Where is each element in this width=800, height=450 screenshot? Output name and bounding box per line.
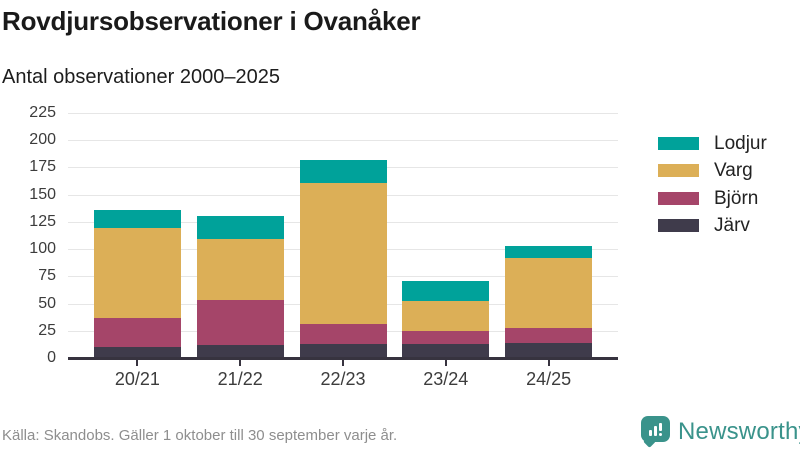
bar-segment-bjrn-0: [93, 317, 181, 348]
y-tick-label: 50: [38, 294, 56, 312]
legend-swatch: [658, 137, 699, 150]
bar-segment-bjrn-3: [402, 330, 490, 344]
x-tick-label: 20/21: [114, 369, 160, 389]
legend-item-jrv: Järv: [658, 216, 750, 235]
newsworthy-wordmark: Newsworthy: [678, 417, 800, 445]
bar-segment-lodjur-4: [505, 245, 593, 258]
gridline: [68, 113, 618, 114]
legend-item-varg: Varg: [658, 161, 753, 180]
bar-segment-lodjur-2: [299, 159, 387, 183]
x-tick-label: 21/22: [217, 369, 263, 389]
y-tick-label: 225: [29, 104, 56, 121]
x-axis-tick: [239, 360, 242, 366]
y-tick-label: 125: [29, 212, 56, 230]
x-axis-line: [68, 357, 618, 360]
chart-subtitle: Antal observationer 2000–2025: [2, 66, 280, 88]
legend-swatch: [658, 164, 699, 178]
y-tick-label: 150: [29, 185, 56, 203]
x-axis-tick: [444, 360, 447, 366]
legend-swatch: [658, 191, 699, 205]
bar-segment-bjrn-4: [505, 327, 593, 343]
x-axis-tick: [547, 360, 550, 366]
y-tick-label: 75: [38, 267, 56, 285]
newsworthy-logo: Newsworthy: [641, 416, 800, 448]
bar-segment-jrv-2: [299, 343, 387, 358]
bar-segment-bjrn-1: [196, 300, 284, 345]
newsworthy-logo-icon: [641, 416, 670, 448]
x-tick-label: 23/24: [423, 369, 469, 389]
speech-bubble: [641, 416, 670, 442]
bar-segment-lodjur-1: [196, 216, 284, 240]
gridline: [68, 140, 618, 142]
bar-segment-bjrn-2: [299, 324, 387, 344]
y-tick-label: 25: [38, 321, 56, 339]
bar-segment-jrv-3: [402, 343, 490, 358]
x-axis-tick: [136, 360, 139, 366]
bar-segment-varg-0: [93, 228, 181, 318]
bar-segment-jrv-0: [93, 347, 181, 358]
bar-segment-varg-3: [402, 301, 490, 331]
legend-label: Lodjur: [714, 133, 767, 154]
bar-segment-jrv-4: [505, 342, 593, 358]
x-tick-label: 24/25: [526, 369, 572, 389]
legend-item-bjrn: Björn: [658, 189, 758, 208]
bar-segment-varg-1: [196, 239, 284, 301]
x-tick-label: 22/23: [320, 369, 366, 389]
legend-label: Björn: [714, 187, 759, 209]
bar-chart-icon: [649, 422, 662, 436]
y-tick-label: 0: [47, 349, 56, 366]
source-note: Källa: Skandobs. Gäller 1 oktober till 3…: [2, 427, 398, 444]
legend-label: Varg: [714, 160, 753, 182]
x-axis-tick: [342, 360, 344, 366]
y-tick-label: 175: [29, 158, 56, 176]
legend-item-lodjur: Lodjur: [658, 134, 767, 153]
exclamation-icon: [659, 423, 662, 436]
legend-label: Järv: [714, 215, 750, 237]
bar-segment-varg-2: [299, 182, 387, 325]
bar-segment-varg-4: [505, 257, 593, 328]
y-tick-label: 100: [29, 240, 56, 258]
bar-segment-jrv-1: [196, 344, 284, 358]
bar-segment-lodjur-0: [93, 209, 181, 229]
legend-swatch: [658, 219, 699, 233]
page-title: Rovdjursobservationer i Ovanåker: [2, 6, 421, 36]
y-tick-label: 200: [29, 131, 56, 149]
bar-segment-lodjur-3: [402, 280, 490, 302]
